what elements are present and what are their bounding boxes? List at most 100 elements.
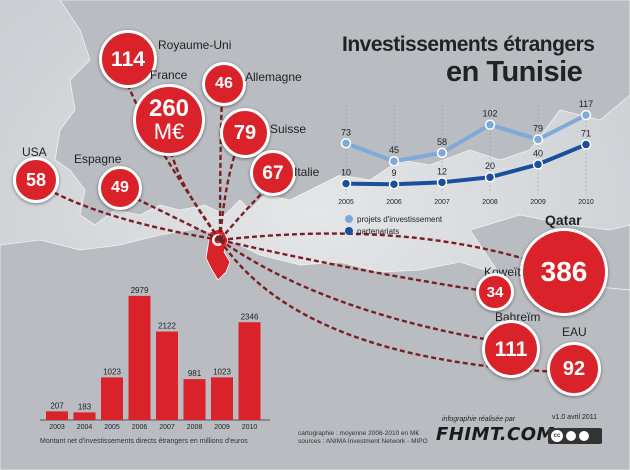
bar-2009 — [211, 377, 233, 420]
credits-cartographie: cartographie : moyenne 2006-2010 en M€ — [298, 430, 420, 437]
line-chart-legend: projets d'investissement partenariats — [345, 215, 443, 236]
line-chart-xtick-2006: 2006 — [386, 199, 402, 206]
bubble-france-unit: M€ — [153, 119, 185, 144]
bar-tick-2008: 2008 — [187, 424, 203, 431]
series-0-label-2009: 79 — [533, 123, 543, 133]
bar-2007 — [156, 331, 178, 420]
bubble-allemagne: 46 — [202, 62, 246, 106]
bubble-bahrein: 111 — [482, 320, 540, 378]
bar-value-2006: 2979 — [131, 286, 149, 295]
line-chart-x-axis: 2005 2006 2007 2008 2009 2010 — [338, 199, 594, 206]
bar-value-2010: 2346 — [241, 312, 259, 321]
series-1-label-2006: 9 — [391, 168, 396, 178]
connector-allemagne — [218, 94, 224, 241]
bubble-royaume-uni: 114 — [99, 30, 157, 88]
series-1-label-2008: 20 — [485, 161, 495, 171]
series-0-label-2010: 117 — [579, 99, 593, 109]
bar-chart-caption: Montant net d'investissements directs ét… — [40, 438, 248, 445]
bar-tick-2009: 2009 — [214, 424, 230, 431]
series-0-point-2008 — [484, 119, 496, 130]
line-chart-xtick-2010: 2010 — [578, 199, 594, 206]
bubble-usa: 58 — [13, 157, 59, 203]
series-1-point-2009 — [532, 159, 544, 170]
bar-value-2003: 207 — [50, 401, 64, 410]
bar-value-2005: 1023 — [103, 367, 121, 376]
series-0-point-2006 — [388, 155, 400, 167]
series-1-point-2008 — [484, 171, 496, 183]
page-title-line1: Investissements étrangers — [342, 33, 595, 56]
bubble-france-value: 260 — [148, 95, 190, 122]
bar-2006 — [128, 295, 151, 420]
label-france: France — [150, 68, 188, 82]
series-0-point-2009 — [532, 134, 544, 145]
bar-tick-2005: 2005 — [104, 424, 120, 431]
series-0-label-2005: 73 — [341, 127, 351, 137]
legend-swatch-projets — [345, 215, 353, 223]
series-1-label-2010: 71 — [581, 129, 591, 139]
line-chart-xtick-2009: 2009 — [530, 199, 546, 206]
series-0-label-2006: 45 — [389, 145, 399, 155]
bar-2004 — [73, 412, 96, 420]
credits-sources: sources : ANIMA Investment Network - MIP… — [298, 438, 428, 445]
sa-icon — [579, 431, 589, 441]
series-1-label-2005: 10 — [341, 168, 351, 178]
series-1-point-2006 — [388, 178, 400, 190]
series-line-0 — [345, 113, 587, 164]
bar-tick-2007: 2007 — [159, 424, 175, 431]
line-chart-xtick-2007: 2007 — [434, 199, 450, 206]
series-1-point-2010 — [580, 139, 592, 150]
bar-2003 — [46, 411, 68, 420]
bar-tick-2003: 2003 — [49, 424, 65, 431]
bubble-espagne: 49 — [98, 166, 142, 210]
bar-value-2004: 183 — [78, 402, 92, 411]
by-icon — [566, 431, 576, 441]
bar-tick-2004: 2004 — [77, 424, 93, 431]
label-qatar: Qatar — [545, 212, 582, 228]
label-italie: Italie — [294, 165, 320, 179]
cc-icon: cc — [551, 430, 563, 442]
bar-value-2008: 981 — [188, 369, 202, 378]
connector-usa — [39, 183, 221, 242]
page-title-line2: en Tunisie — [446, 56, 583, 88]
credits-version: v1.0 avril 2011 — [552, 414, 598, 421]
legend-label-partenariats: partenariats — [357, 227, 399, 236]
bar-2008 — [183, 379, 206, 420]
series-1-point-2007 — [436, 177, 448, 188]
bar-2010 — [238, 322, 261, 420]
credits-realise-par: infographie réalisée par — [442, 416, 516, 423]
bar-2005 — [101, 377, 123, 420]
label-eau: EAU — [562, 325, 587, 339]
bar-chart: 207 2003 183 2004 1023 2005 2979 2006 2122 2007 98… — [40, 286, 270, 431]
series-0-label-2008: 102 — [482, 109, 497, 119]
series-1-label-2009: 40 — [533, 148, 543, 158]
bubble-qatar: 386 — [520, 228, 608, 316]
bubble-suisse: 79 — [220, 108, 270, 158]
bubble-france: 260 M€ — [133, 84, 205, 156]
connector-bahrein — [219, 239, 491, 342]
series-0-point-2010 — [580, 109, 592, 121]
connector-qatar — [219, 232, 536, 264]
bar-chart-bars: 207 2003 183 2004 1023 2005 2979 2006 2122 2007 98… — [46, 286, 261, 431]
legend-label-projets: projets d'investissement — [357, 215, 443, 224]
label-allemagne: Allemagne — [245, 70, 302, 84]
series-1-label-2007: 12 — [437, 166, 447, 176]
label-espagne: Espagne — [74, 152, 122, 166]
bar-value-2009: 1023 — [213, 367, 231, 376]
series-1-point-2005 — [340, 178, 352, 189]
fhimt-logo: FHIMT.COM — [436, 424, 555, 445]
bar-value-2007: 2122 — [158, 322, 176, 331]
legend-swatch-partenariats — [345, 227, 353, 235]
europe-landmass — [54, 0, 630, 226]
label-suisse: Suisse — [270, 122, 307, 136]
line-chart-xtick-2008: 2008 — [482, 199, 498, 206]
series-0-point-2007 — [436, 147, 448, 159]
bar-tick-2006: 2006 — [132, 424, 148, 431]
series-0-label-2007: 58 — [437, 137, 447, 147]
bar-tick-2010: 2010 — [242, 424, 258, 431]
connector-koweit — [219, 238, 479, 292]
label-royaume-uni: Royaume-Uni — [158, 38, 232, 52]
bubble-koweit: 34 — [476, 273, 514, 311]
series-line-1 — [345, 142, 587, 187]
series-0-point-2005 — [340, 138, 352, 149]
